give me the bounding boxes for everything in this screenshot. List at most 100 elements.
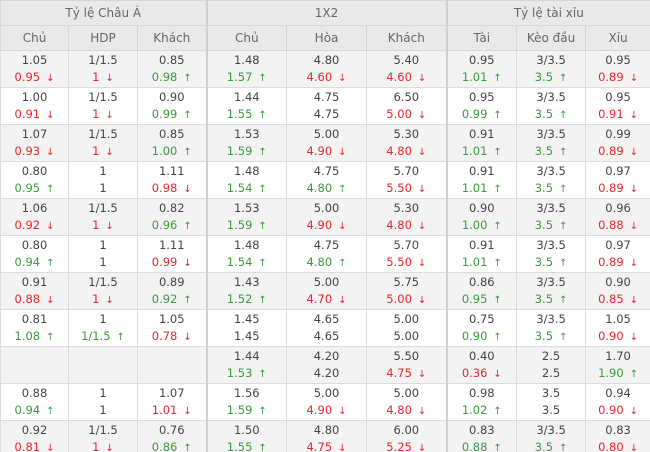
cell-1x2-draw: 4.75 4.80 ↑ [286,161,368,199]
cell-ou-over: 0.86 0.95 ↑ [445,272,518,310]
current-odds: 4.90 [306,144,333,158]
arrow-up-icon: ↑ [493,184,502,195]
arrow-up-icon: ↑ [629,369,639,380]
cell-ou-under: 0.97 0.89 ↓ [585,235,650,273]
arrow-up-icon: ↑ [559,73,568,84]
cell-1x2-draw: 5.00 4.90 ↓ [286,198,368,236]
current-odds: 0.78 [151,329,178,343]
cell-asian-home: 1.07 0.93 ↓ [0,124,69,162]
opening-odds: 0.98 [469,386,495,400]
current-odds: 0.88 [598,218,624,232]
opening-odds: 3/3.5 [536,312,566,326]
opening-odds: 1.53 [233,201,260,215]
current-odds: 1.45 [233,329,260,343]
arrow-down-icon: ↓ [417,443,427,452]
opening-odds: 1.07 [158,386,185,400]
opening-odds: 3/3.5 [536,275,566,289]
current-odds: 1.00 [151,144,178,158]
current-odds: 3.5 [534,440,554,452]
arrow-down-icon: ↓ [417,221,427,232]
current-odds: 4.60 [386,70,412,84]
opening-odds: 3/3.5 [536,201,566,215]
current-odds: 0.99 [461,107,488,121]
cell-asian-hdp: 1/1.5 1 ↓ [68,87,138,125]
opening-odds: 6.50 [393,90,420,104]
opening-odds: 0.90 [469,201,495,215]
cell-asian-home: 1.06 0.92 ↓ [0,198,69,236]
opening-odds: 4.80 [313,423,340,437]
arrow-up-icon: ↑ [258,295,267,306]
current-odds: 0.93 [14,144,41,158]
current-odds: 1.01 [461,181,488,195]
current-odds: 1.57 [226,70,253,84]
opening-odds: 1/1.5 [88,53,118,67]
arrow-up-icon: ↑ [258,369,267,380]
current-odds: 4.80 [386,144,412,158]
opening-odds: 4.80 [313,53,340,67]
column-header-asian-hdp: HDP [68,25,138,51]
opening-odds: 5.00 [393,386,420,400]
current-odds: 5.00 [386,107,412,121]
table-row: 1.44 1.53 ↑ 4.20 4.20 5.50 4.75 ↓ 0.40 0.36 ↓ 2.5 2.… [0,346,650,384]
cell-asian-away: 1.07 1.01 ↓ [136,383,208,421]
cell-1x2-home: 1.48 1.57 ↑ [205,50,288,88]
arrow-up-icon: ↑ [493,73,502,84]
cell-ou-under: 0.95 0.89 ↓ [585,50,650,88]
arrow-up-icon: ↑ [258,147,267,158]
current-odds: 1.53 [226,366,253,380]
cell-1x2-draw: 5.00 4.70 ↓ [286,272,368,310]
current-odds: 4.60 [306,70,333,84]
current-odds: 0.89 [598,144,624,158]
arrow-down-icon: ↓ [46,295,55,306]
current-odds: 4.90 [306,403,333,417]
arrow-up-icon: ↑ [183,73,192,84]
opening-odds: 5.00 [313,201,340,215]
opening-odds: 0.95 [605,53,631,67]
arrow-down-icon: ↓ [46,443,55,452]
opening-odds: 0.81 [21,312,48,326]
opening-odds: 1 [99,312,107,326]
current-odds: 3.5 [534,107,554,121]
current-odds: 0.85 [598,292,624,306]
arrow-down-icon: ↓ [493,369,502,380]
arrow-down-icon: ↓ [105,443,114,452]
opening-odds: 0.88 [21,386,48,400]
current-odds: 3.5 [534,144,554,158]
current-odds: 0.90 [598,329,624,343]
arrow-down-icon: ↓ [183,332,192,343]
cell-ou-over: 0.75 0.90 ↑ [445,309,518,347]
opening-odds: 1 [99,386,107,400]
current-odds: 4.20 [313,366,340,380]
arrow-down-icon: ↓ [417,110,427,121]
current-odds: 0.92 [151,292,178,306]
arrow-down-icon: ↓ [338,443,347,452]
opening-odds: 1.56 [233,386,260,400]
current-odds: 0.99 [151,107,178,121]
arrow-up-icon: ↑ [258,221,267,232]
current-odds: 1 [92,218,100,232]
arrow-down-icon: ↓ [417,369,427,380]
arrow-up-icon: ↑ [493,147,502,158]
cell-ou-over: 0.98 1.02 ↑ [445,383,518,421]
cell-1x2-away: 5.50 4.75 ↓ [366,346,448,384]
arrow-up-icon: ↑ [559,147,568,158]
opening-odds: 1.43 [233,275,260,289]
group-header-row: Tỷ lệ Châu Á 1X2 Tỷ lệ tài xỉu [0,0,650,26]
arrow-up-icon: ↑ [46,258,55,269]
opening-odds: 1.45 [233,312,260,326]
opening-odds: 1/1.5 [88,90,118,104]
arrow-down-icon: ↓ [629,73,639,84]
opening-odds: 3.5 [541,386,561,400]
arrow-up-icon: ↑ [183,221,192,232]
arrow-down-icon: ↓ [629,443,639,452]
opening-odds: 3/3.5 [536,164,566,178]
current-odds: 1 [92,107,100,121]
opening-odds: 5.30 [393,127,420,141]
current-odds: 0.94 [14,255,41,269]
cell-asian-away: 0.90 0.99 ↑ [136,87,208,125]
opening-odds: 0.85 [158,127,185,141]
opening-odds: 6.00 [393,423,420,437]
table-row: 1.07 0.93 ↓ 1/1.5 1 ↓ 0.85 1.00 ↑ 1.53 1.59 ↑ 5.00 4.… [0,124,650,162]
cell-ou-under: 0.90 0.85 ↓ [585,272,650,310]
